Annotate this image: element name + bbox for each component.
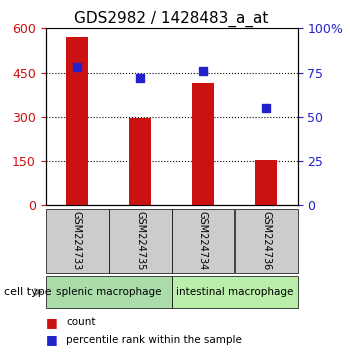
Bar <box>255 160 277 205</box>
Text: ■: ■ <box>46 316 57 329</box>
Text: percentile rank within the sample: percentile rank within the sample <box>66 335 242 345</box>
Text: GSM224733: GSM224733 <box>72 211 82 270</box>
Text: GSM224736: GSM224736 <box>261 211 271 270</box>
Text: cell type: cell type <box>4 287 51 297</box>
Bar <box>192 83 214 205</box>
Bar <box>129 118 151 205</box>
Title: GDS2982 / 1428483_a_at: GDS2982 / 1428483_a_at <box>74 11 269 27</box>
Text: GSM224734: GSM224734 <box>198 211 208 270</box>
Text: GSM224735: GSM224735 <box>135 211 145 270</box>
Text: count: count <box>66 317 96 327</box>
Bar <box>66 37 88 205</box>
Text: splenic macrophage: splenic macrophage <box>56 287 161 297</box>
Text: ■: ■ <box>46 333 57 346</box>
Text: intestinal macrophage: intestinal macrophage <box>176 287 293 297</box>
